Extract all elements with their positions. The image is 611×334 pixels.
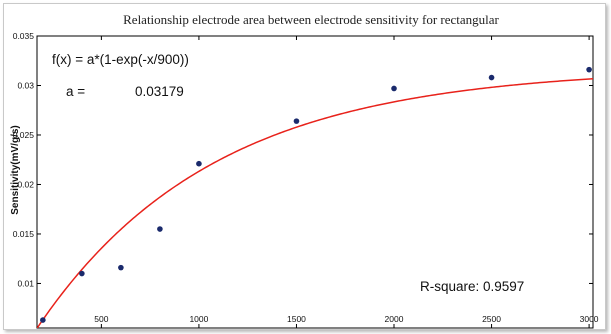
y-tick-label: 0.03 [17, 80, 34, 90]
chart-frame: Relationship electrode area between elec… [3, 3, 606, 330]
fit-curve-layer [37, 78, 593, 328]
fit-annotation: f(x) = a*(1-exp(-x/900)) a = 0.03179 R-s… [44, 44, 574, 298]
y-axis-label: Sensitivity(mV/g/s) [10, 125, 21, 214]
fit-param-label: a = [66, 84, 85, 99]
x-tick-label: 1000 [189, 314, 208, 324]
x-tick-label: 500 [94, 314, 108, 324]
data-point [391, 85, 397, 92]
chart-title: Relationship electrode area between elec… [123, 12, 499, 27]
chart: Relationship electrode area between elec… [10, 12, 599, 329]
x-tick-label: 3000 [580, 314, 599, 324]
fit-equation: f(x) = a*(1-exp(-x/900)) [52, 52, 189, 67]
data-point [488, 74, 495, 81]
data-point [157, 226, 163, 232]
fit-param-value: 0.03179 [135, 84, 184, 99]
r-square-value: R-square: 0.9597 [420, 279, 524, 294]
x-tick-label: 2000 [385, 314, 404, 324]
data-point [40, 317, 46, 323]
y-tick-label: 0.025 [13, 130, 35, 140]
y-tick-label: 0.035 [13, 31, 35, 41]
y-tick-label: 0.02 [17, 179, 34, 189]
fit-curve [37, 78, 593, 328]
data-point [118, 264, 124, 271]
axis-ticks-layer: 500 1000 1500 2000 2500 3000 0.01 0.015 0.02 0.02… [13, 31, 599, 328]
equation-box [44, 44, 276, 106]
x-tick-label: 1500 [287, 314, 306, 324]
data-point [586, 66, 592, 73]
y-tick-label: 0.015 [13, 229, 35, 239]
r-square-box [416, 274, 574, 298]
y-tick-label: 0.01 [17, 278, 34, 288]
data-point [79, 270, 85, 277]
data-point [196, 160, 202, 167]
x-tick-label: 2500 [482, 314, 501, 324]
data-points-layer [40, 66, 592, 323]
data-point [293, 118, 300, 124]
